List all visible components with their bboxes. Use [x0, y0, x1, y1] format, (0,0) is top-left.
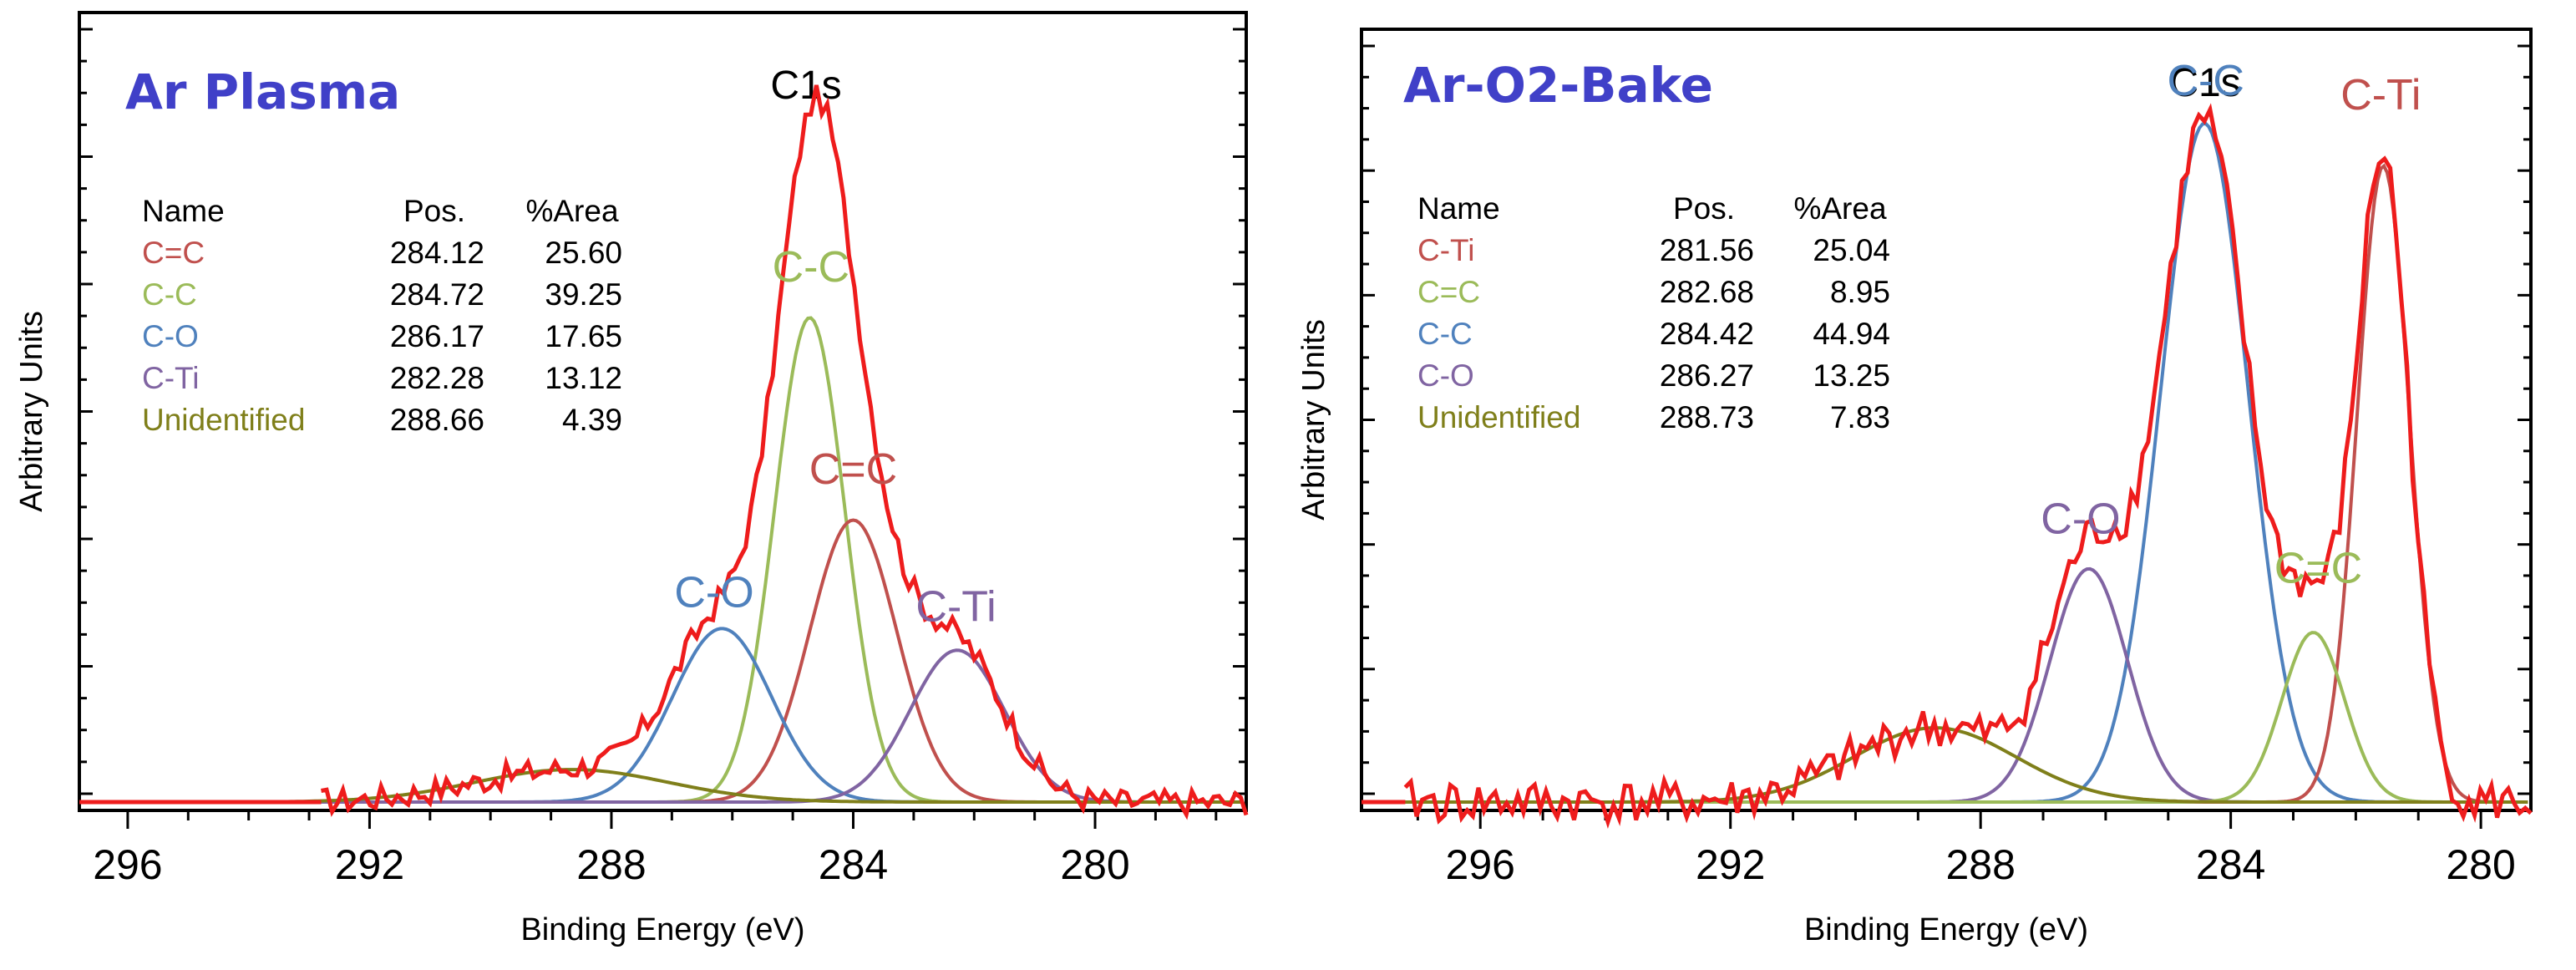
legend-area: 39.25	[545, 277, 622, 312]
legend-area: 44.94	[1813, 317, 1890, 351]
peak-label: C-C	[773, 243, 849, 292]
legend-pos: 288.66	[390, 403, 484, 437]
envelope-curve	[321, 84, 1249, 820]
legend-pos: 281.56	[1660, 233, 1754, 267]
legend-name: C-Ti	[142, 361, 200, 395]
component-curve-c-o	[1362, 566, 2528, 804]
peak-label: C-O	[674, 568, 753, 617]
legend-header: %Area	[1793, 191, 1886, 226]
x-ticks	[1416, 810, 2482, 829]
x-tick-label: 296	[1446, 841, 1515, 888]
legend-header: Name	[1417, 191, 1500, 226]
component-curve-c-c	[79, 518, 1244, 804]
component-curve-c-o	[79, 627, 1244, 804]
legend-pos: 286.17	[390, 319, 484, 353]
component-curve-c-c	[1362, 631, 2528, 804]
peak-label: C-C	[2167, 57, 2244, 105]
panel-ar-plasma: 296 292 288 284 280 Binding Energy (eV) Arbitr…	[14, 11, 1249, 947]
legend-area: 4.39	[562, 403, 622, 437]
x-tick-label: 292	[1696, 841, 1765, 888]
y-axis-label: Arbitrary Units	[14, 311, 49, 512]
legend-pos: 282.68	[1660, 275, 1754, 309]
legend-area: 17.65	[545, 319, 622, 353]
legend-name: C=C	[142, 236, 205, 270]
x-ticks	[126, 810, 1218, 829]
panel-label: Ar Plasma	[125, 63, 400, 120]
x-tick-label: 292	[335, 841, 404, 888]
x-axis-label: Binding Energy (eV)	[520, 912, 804, 947]
panel-label: Ar-O2-Bake	[1403, 57, 1713, 114]
legend-pos: 284.42	[1660, 317, 1754, 351]
legend-area: 7.83	[1830, 400, 1890, 434]
legend-pos: 288.73	[1660, 400, 1754, 434]
peak-label: C=C	[809, 445, 897, 494]
legend-table: Name Pos. %Area C=C 284.12 25.60 C-C 284.72 39.2…	[142, 194, 622, 437]
chart-title: C1s	[770, 63, 841, 108]
legend-header: Pos.	[403, 194, 465, 228]
legend-pos: 284.12	[390, 236, 484, 270]
x-tick-label: 288	[1945, 841, 2015, 888]
legend-name: C-O	[142, 319, 199, 353]
x-tick-label: 280	[2446, 841, 2515, 888]
y-axis-label: Arbitrary Units	[1296, 319, 1331, 521]
legend-area: 25.04	[1813, 233, 1890, 267]
peak-label: C-Ti	[915, 583, 996, 632]
legend-pos: 286.27	[1660, 358, 1754, 393]
legend-area: 25.60	[545, 236, 622, 270]
peak-label: C-Ti	[2340, 71, 2421, 119]
x-tick-label: 280	[1060, 841, 1129, 888]
peak-label: C-O	[2041, 495, 2120, 543]
legend-name: C=C	[1417, 275, 1480, 309]
legend-name: C-Ti	[1417, 233, 1475, 267]
y-ticks	[79, 28, 1246, 795]
legend-name: C-C	[1417, 317, 1473, 351]
component-curve-c-c	[79, 316, 1244, 804]
legend-header: Name	[142, 194, 225, 228]
legend-name: Unidentified	[142, 403, 305, 437]
panel-ar-o2-bake: 296 292 288 284 280 Binding Energy (eV) Arbitr…	[1296, 28, 2533, 947]
legend-header: %Area	[525, 194, 618, 228]
x-tick-label: 284	[2196, 841, 2265, 888]
component-curve-c-ti	[1362, 163, 2528, 804]
envelope-curve	[1403, 103, 2533, 830]
x-axis-label: Binding Energy (eV)	[1804, 912, 2088, 947]
legend-pos: 284.72	[390, 277, 484, 312]
legend-table: Name Pos. %Area C-Ti 281.56 25.04 C=C 282.68 8.9…	[1417, 191, 1890, 434]
x-tick-label: 288	[576, 841, 646, 888]
legend-area: 13.25	[1813, 358, 1890, 393]
peak-label: C=C	[2274, 545, 2362, 593]
chart-title: C1s	[2169, 61, 2240, 105]
legend-name: C-C	[142, 277, 197, 312]
legend-name: Unidentified	[1417, 400, 1580, 434]
y-ticks	[1362, 44, 2531, 795]
legend-name: C-O	[1417, 358, 1474, 393]
legend-area: 8.95	[1830, 275, 1890, 309]
x-tick-label: 284	[819, 841, 888, 888]
legend-header: Pos.	[1673, 191, 1735, 226]
legend-pos: 282.28	[390, 361, 484, 395]
legend-area: 13.12	[545, 361, 622, 395]
x-tick-label: 296	[93, 841, 162, 888]
